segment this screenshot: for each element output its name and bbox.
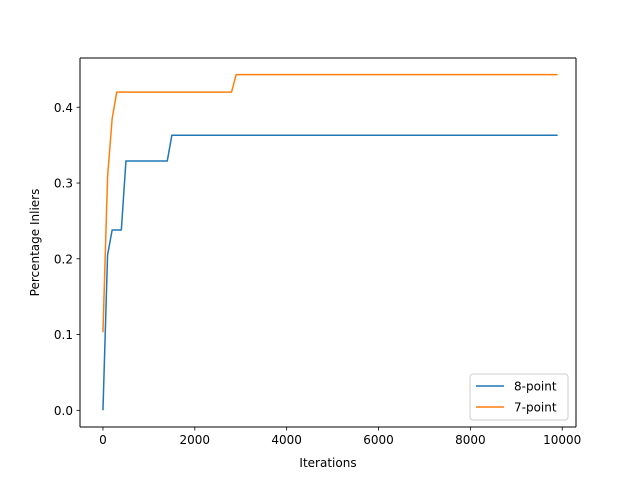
y-tick-label: 0.4 (54, 101, 73, 115)
x-tick-label: 4000 (271, 433, 302, 447)
x-tick-label: 10000 (543, 433, 581, 447)
series-line-7-point (102, 73, 558, 333)
y-tick-label: 0.3 (54, 177, 73, 191)
y-tick-label: 0.1 (54, 328, 73, 342)
series-line-8-point (102, 134, 558, 411)
legend-label-8-point: 8-point (514, 380, 557, 394)
x-tick-label: 0 (99, 433, 107, 447)
y-tick-label: 0.0 (54, 404, 73, 418)
x-tick-label: 6000 (363, 433, 394, 447)
y-axis-ticks: 0.0 0.1 0.2 0.3 0.4 (54, 101, 80, 418)
plot-area (80, 58, 576, 427)
x-tick-label: 8000 (455, 433, 486, 447)
y-axis-label: Percentage Inliers (28, 189, 42, 297)
axes-frame (79, 57, 577, 428)
x-tick-label: 2000 (180, 433, 211, 447)
legend-label-7-point: 7-point (514, 401, 557, 415)
x-axis-label: Iterations (299, 456, 356, 470)
y-tick-label: 0.2 (54, 252, 73, 266)
x-axis-ticks: 0 2000 4000 6000 8000 10000 (99, 427, 581, 447)
legend: 8-point 7-point (469, 373, 569, 421)
series-layer (102, 73, 558, 411)
